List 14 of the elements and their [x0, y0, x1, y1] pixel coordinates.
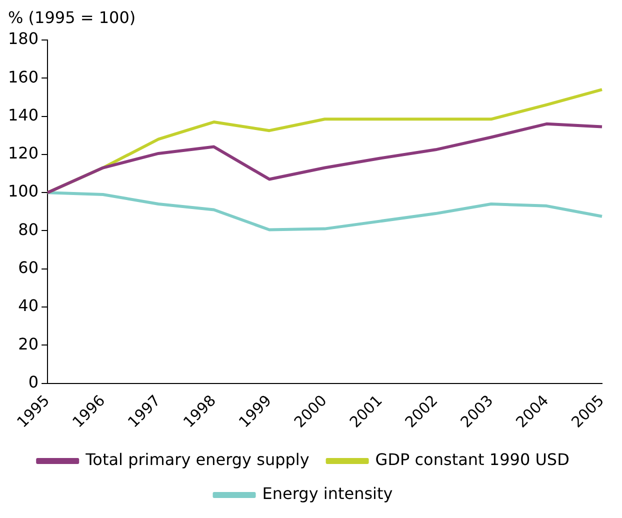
legend-label: Total primary energy supply	[84, 450, 310, 470]
y-tick-label: 20	[18, 334, 39, 354]
legend-label: GDP constant 1990 USD	[375, 450, 570, 470]
y-tick-label: 160	[8, 67, 39, 86]
y-tick-label: 100	[8, 182, 39, 201]
y-axis-title: % (1995 = 100)	[8, 8, 136, 27]
y-tick-label: 120	[8, 144, 39, 163]
y-tick-label: 0	[28, 372, 39, 392]
y-tick-label: 140	[8, 105, 39, 124]
legend-label: Energy intensity	[262, 484, 393, 504]
y-tick-label: 60	[18, 258, 39, 278]
y-tick-label: 80	[18, 220, 39, 239]
y-tick-label: 40	[18, 296, 39, 316]
y-tick-label: 180	[8, 29, 39, 48]
